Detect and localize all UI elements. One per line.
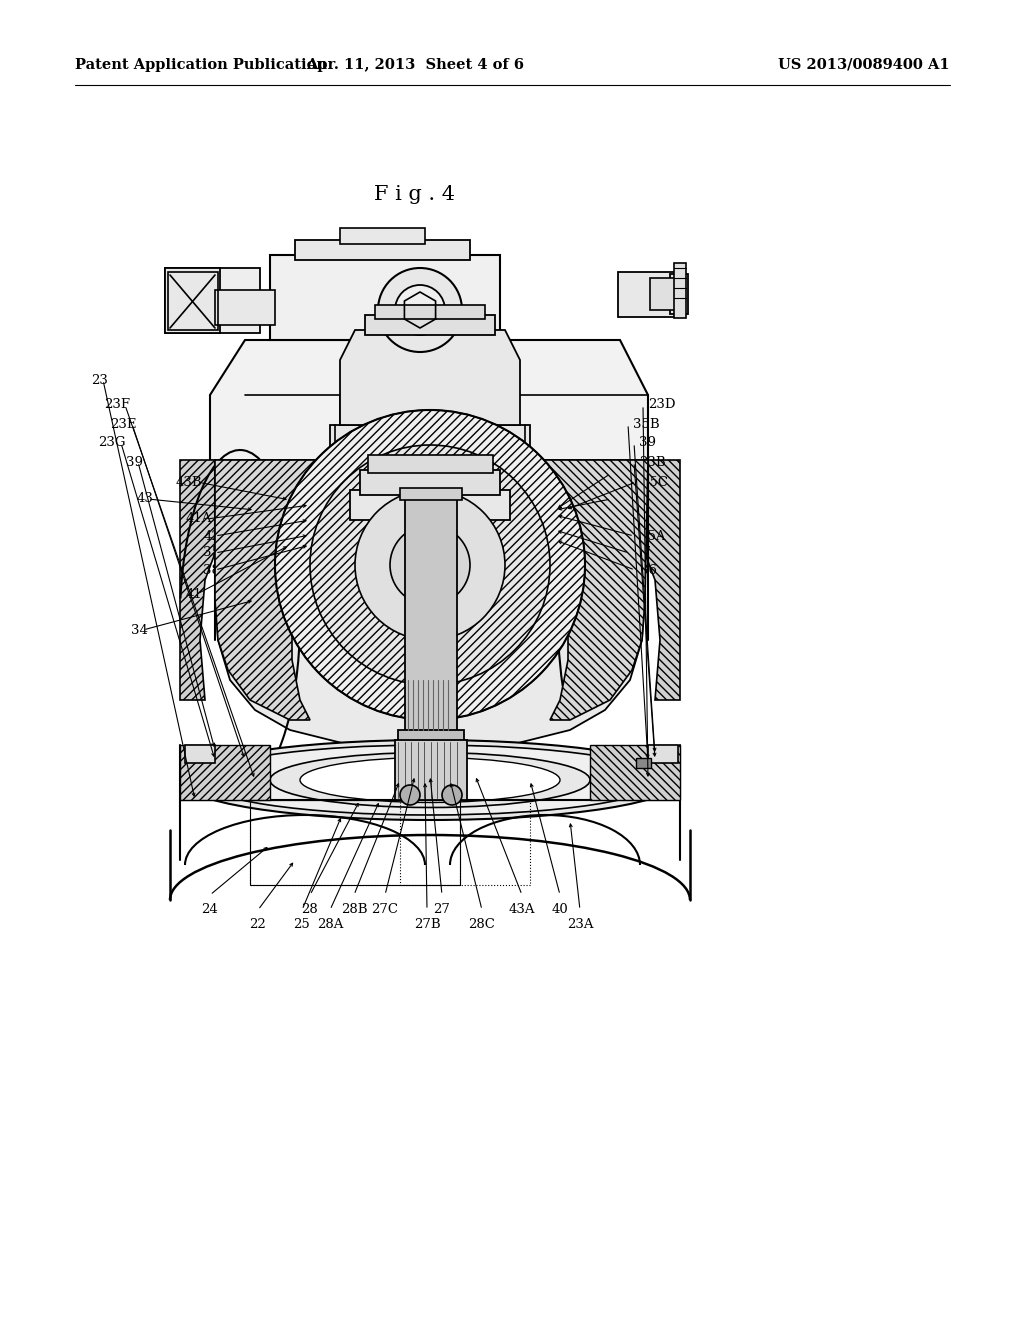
Circle shape (390, 525, 470, 605)
Bar (636, 758, 651, 768)
Polygon shape (215, 459, 645, 748)
Text: 39: 39 (639, 437, 656, 450)
Bar (360, 470, 500, 495)
Bar (250, 800, 460, 884)
Bar (375, 305, 485, 319)
Circle shape (275, 411, 585, 719)
Text: 27: 27 (433, 903, 451, 916)
Polygon shape (525, 459, 648, 719)
Text: 40: 40 (552, 903, 568, 916)
Ellipse shape (180, 741, 680, 820)
Bar (215, 290, 275, 325)
Bar (618, 272, 678, 317)
Circle shape (355, 490, 505, 640)
Text: 27C: 27C (372, 903, 398, 916)
Text: 27B: 27B (414, 917, 440, 931)
Bar (165, 268, 260, 333)
Text: 28C: 28C (469, 917, 496, 931)
Text: 41: 41 (185, 587, 202, 601)
Polygon shape (210, 341, 648, 495)
Text: 43: 43 (136, 492, 153, 506)
Bar (670, 275, 688, 314)
Text: 35C: 35C (641, 475, 668, 488)
Ellipse shape (270, 752, 590, 808)
Text: 22: 22 (250, 917, 266, 931)
Text: F i g . 4: F i g . 4 (375, 186, 456, 205)
Bar (365, 315, 495, 335)
Text: 42: 42 (203, 529, 220, 543)
Polygon shape (580, 459, 680, 700)
Text: 23A: 23A (566, 917, 593, 931)
Polygon shape (180, 744, 270, 800)
Bar (378, 531, 408, 610)
Bar (250, 800, 460, 884)
Bar (350, 490, 510, 520)
Polygon shape (215, 459, 335, 719)
Text: 23E: 23E (111, 417, 137, 430)
Bar (340, 395, 500, 425)
Polygon shape (180, 459, 280, 700)
Bar (400, 800, 530, 884)
Text: 24: 24 (202, 903, 218, 916)
Bar (395, 741, 467, 800)
Bar (185, 744, 215, 763)
Bar (165, 268, 220, 333)
Text: 23D: 23D (648, 399, 676, 412)
Polygon shape (340, 330, 520, 425)
Circle shape (395, 285, 445, 335)
Ellipse shape (300, 758, 560, 803)
Text: 37: 37 (634, 546, 651, 560)
Text: 35B: 35B (633, 417, 659, 430)
Bar (368, 455, 493, 473)
Ellipse shape (200, 744, 660, 814)
Bar (452, 531, 482, 610)
Bar (168, 272, 218, 330)
Bar (648, 744, 678, 763)
Bar (406, 490, 457, 750)
Text: 35A: 35A (639, 529, 666, 543)
Text: 25: 25 (294, 917, 310, 931)
Circle shape (442, 785, 462, 805)
Text: 34: 34 (131, 623, 148, 636)
Text: 28A: 28A (316, 917, 343, 931)
Circle shape (378, 268, 462, 352)
Text: 35: 35 (203, 546, 220, 560)
Text: 39: 39 (126, 455, 143, 469)
Bar (330, 425, 530, 495)
Text: 38: 38 (203, 564, 220, 577)
Text: 28: 28 (302, 903, 318, 916)
Bar (400, 488, 462, 500)
Text: 28B: 28B (341, 903, 368, 916)
Text: 43C: 43C (615, 467, 642, 480)
Text: 23B: 23B (639, 455, 666, 469)
Text: 43B: 43B (175, 475, 202, 488)
Text: US 2013/0089400 A1: US 2013/0089400 A1 (778, 58, 950, 73)
Text: Apr. 11, 2013  Sheet 4 of 6: Apr. 11, 2013 Sheet 4 of 6 (306, 58, 524, 73)
Bar (270, 255, 500, 341)
Ellipse shape (285, 450, 575, 710)
Bar (398, 730, 464, 748)
Bar (295, 240, 470, 260)
Bar (340, 228, 425, 244)
Text: 23G: 23G (98, 437, 126, 450)
Text: 43A: 43A (509, 903, 536, 916)
Text: 35D: 35D (616, 492, 643, 506)
Bar (650, 279, 685, 310)
Text: 36: 36 (640, 564, 657, 577)
Text: 41A: 41A (185, 512, 212, 525)
Bar (674, 263, 686, 318)
Text: 23: 23 (91, 374, 108, 387)
Text: Patent Application Publication: Patent Application Publication (75, 58, 327, 73)
Polygon shape (590, 744, 680, 800)
Circle shape (310, 445, 550, 685)
Circle shape (400, 785, 420, 805)
Text: 23F: 23F (104, 399, 130, 412)
